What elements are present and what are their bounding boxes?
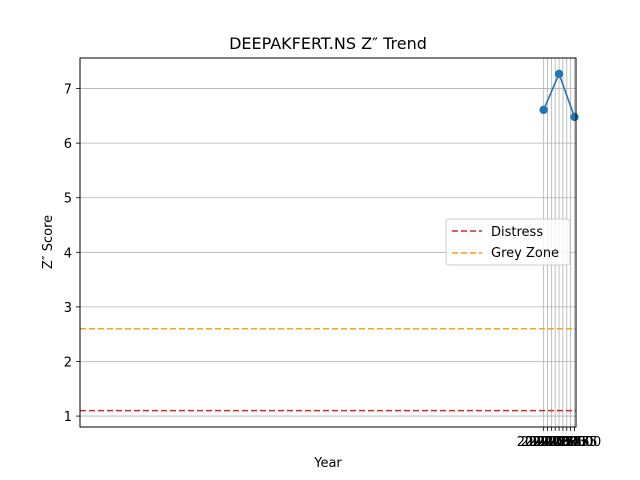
y-tick-label: 6 <box>64 137 72 152</box>
x-tick-label: 2024.00 <box>548 435 602 450</box>
y-tick-label: 7 <box>64 83 72 98</box>
y-tick-label: 1 <box>64 410 72 425</box>
x-tick-label: 2023.25 <box>536 435 590 450</box>
y-axis-ticks: 1 2 3 4 5 6 7 <box>64 83 80 425</box>
x-tick-label: 2023.50 <box>540 435 594 450</box>
data-point <box>539 105 548 115</box>
y-tick-label: 4 <box>64 246 72 261</box>
x-tick-label: 2022.75 <box>528 435 582 450</box>
chart-title: DEEPAKFERT.NS Z″ Trend <box>229 34 427 53</box>
series-layer <box>539 69 579 122</box>
x-axis-label: Year <box>313 456 342 471</box>
data-point <box>570 112 579 122</box>
y-tick-label: 2 <box>64 355 72 370</box>
legend: Distress Grey Zone <box>445 218 571 266</box>
y-tick-label: 3 <box>64 301 72 316</box>
reference-lines <box>80 327 576 412</box>
x-tick-label: 2023.00 <box>532 435 586 450</box>
x-tick-label: 2023.75 <box>544 435 598 450</box>
x-tick-label: 2022.25 <box>521 435 575 450</box>
y-axis-label: Z″ Score <box>41 215 56 269</box>
legend-label-distress: Distress <box>491 225 543 240</box>
legend-box <box>445 218 571 266</box>
x-axis-ticks: 2022.002022.252022.502022.752023.002023.… <box>517 427 602 450</box>
x-tick-label: 2022.00 <box>517 435 571 450</box>
x-tick-label: 2022.50 <box>524 435 578 450</box>
data-point <box>554 69 564 79</box>
plot-frame <box>79 57 577 428</box>
legend-label-grey-zone: Grey Zone <box>491 246 559 261</box>
y-tick-label: 5 <box>64 192 72 207</box>
